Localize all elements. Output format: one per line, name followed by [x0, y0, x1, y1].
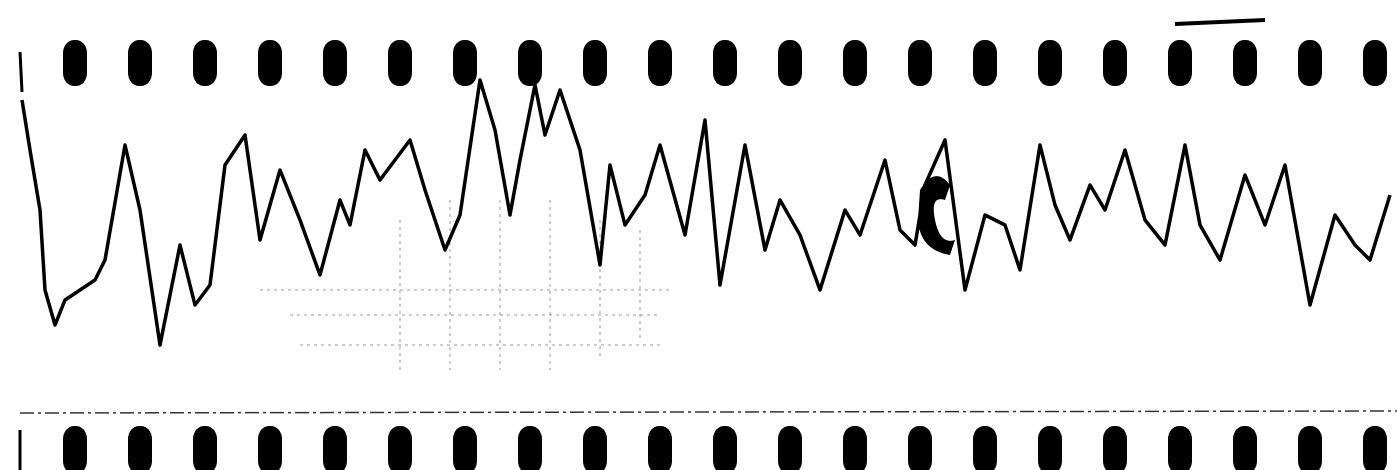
- film-strip-scan: [0, 0, 1397, 470]
- sprocket-hole: [193, 40, 217, 86]
- sprocket-hole: [908, 426, 932, 470]
- sprocket-hole: [388, 40, 412, 86]
- sprocket-hole: [778, 426, 802, 470]
- sprocket-hole: [63, 40, 87, 86]
- sprocket-hole: [1038, 426, 1062, 470]
- sprocket-hole: [843, 426, 867, 470]
- sprocket-hole: [63, 426, 87, 470]
- sprocket-hole: [128, 40, 152, 86]
- sprocket-hole: [973, 426, 997, 470]
- sprocket-hole: [1363, 40, 1387, 86]
- sprocket-hole: [843, 40, 867, 86]
- bottom-sprocket-row: [63, 426, 1387, 470]
- sprocket-hole: [323, 426, 347, 470]
- sprocket-hole: [778, 40, 802, 86]
- sprocket-hole: [453, 426, 477, 470]
- sprocket-hole: [1298, 426, 1322, 470]
- sprocket-hole: [713, 40, 737, 86]
- sprocket-hole: [518, 426, 542, 470]
- sprocket-hole: [583, 426, 607, 470]
- sprocket-hole: [258, 40, 282, 86]
- edge-mark: [20, 52, 22, 92]
- sprocket-hole: [1233, 40, 1257, 86]
- sprocket-hole: [258, 426, 282, 470]
- sprocket-hole: [648, 426, 672, 470]
- sprocket-hole: [1298, 40, 1322, 86]
- sprocket-hole: [583, 40, 607, 86]
- sprocket-hole: [648, 40, 672, 86]
- sprocket-hole: [128, 426, 152, 470]
- sprocket-hole: [1168, 426, 1192, 470]
- top-sprocket-row: [63, 40, 1387, 86]
- sprocket-hole: [908, 40, 932, 86]
- sprocket-hole: [1103, 40, 1127, 86]
- sprocket-hole: [973, 40, 997, 86]
- sprocket-hole: [1168, 40, 1192, 86]
- sprocket-hole: [1363, 426, 1387, 470]
- sprocket-hole: [1233, 426, 1257, 470]
- page: {} (() => { const svg = document.getElem…: [0, 0, 1397, 470]
- sprocket-hole: [193, 426, 217, 470]
- sprocket-hole: [1038, 40, 1062, 86]
- sprocket-hole: [518, 40, 542, 86]
- sprocket-hole: [713, 426, 737, 470]
- sprocket-hole: [453, 40, 477, 86]
- sprocket-hole: [1103, 426, 1127, 470]
- sprocket-hole: [388, 426, 412, 470]
- sprocket-hole: [323, 40, 347, 86]
